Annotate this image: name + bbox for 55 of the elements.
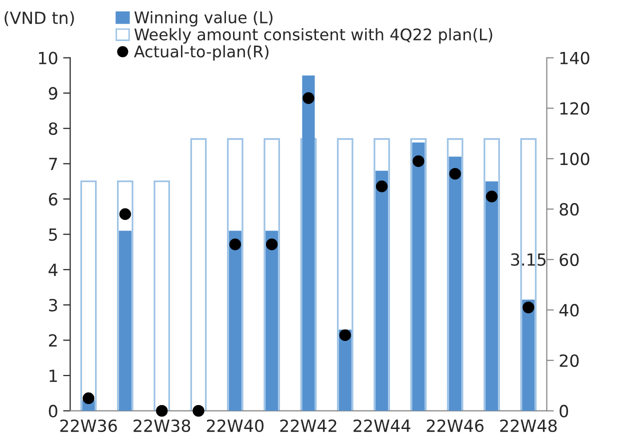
legend-label: Actual-to-plan(R) (134, 45, 268, 61)
point (412, 155, 424, 168)
point (192, 404, 204, 417)
y-tick-label: 2 (49, 334, 57, 347)
y-tick-label: 5 (49, 228, 57, 241)
y2-tick-label: 120 (560, 102, 590, 115)
bar (154, 180, 170, 411)
y2-tick-label: 100 (560, 152, 590, 166)
y-tick-label: 4 (48, 264, 58, 276)
y2-tick-label: 140 (560, 52, 590, 64)
y-tick-label: 7 (49, 158, 57, 170)
point (522, 302, 534, 314)
x-tick-label: 22W36 (60, 419, 117, 432)
x-tick-label: 22W46 (426, 419, 484, 432)
bar (485, 181, 498, 411)
annotation: 3.15 (511, 253, 546, 266)
y-tick-label: 1 (50, 370, 57, 382)
point (486, 190, 498, 202)
point (339, 329, 351, 342)
y2-tick-label: 80 (560, 203, 579, 216)
y-tick-label: 0 (48, 404, 58, 418)
x-tick-label: 22W40 (206, 419, 264, 432)
point (156, 404, 168, 417)
x-tick-label: 22W44 (354, 419, 410, 432)
bar (266, 230, 278, 411)
x-tick-label: 22W42 (280, 419, 336, 432)
bar (190, 138, 207, 411)
y-tick-label: 9 (48, 87, 58, 100)
y-tick-label: 6 (48, 192, 58, 206)
bar (375, 170, 388, 411)
point (376, 180, 388, 192)
bar (448, 156, 462, 411)
y2-tick-label: 20 (560, 354, 579, 367)
y2-tick-label: 0 (560, 404, 568, 418)
bar (118, 230, 132, 411)
point (302, 92, 314, 104)
legend-label: Weekly amount consistent with 4Q22 plan(L) (134, 28, 492, 44)
legend-label: Winning value (L) (134, 11, 272, 27)
point (82, 392, 94, 404)
y2-tick-label: 40 (559, 304, 579, 317)
bar (228, 230, 242, 411)
x-tick-label: 22W38 (134, 419, 190, 432)
point (449, 168, 461, 180)
x-tick-label: 22W48 (500, 419, 557, 432)
point (119, 208, 132, 220)
y-axis-title: (VND tn) (4, 11, 74, 26)
y-tick-label: 10 (39, 52, 58, 64)
point (266, 238, 278, 250)
bar (302, 75, 315, 411)
y-tick-label: 3 (49, 298, 58, 312)
y-tick-label: 8 (48, 122, 58, 135)
bar (80, 180, 97, 411)
y2-tick-label: 60 (560, 253, 579, 266)
point (229, 238, 242, 250)
bar (522, 300, 535, 411)
